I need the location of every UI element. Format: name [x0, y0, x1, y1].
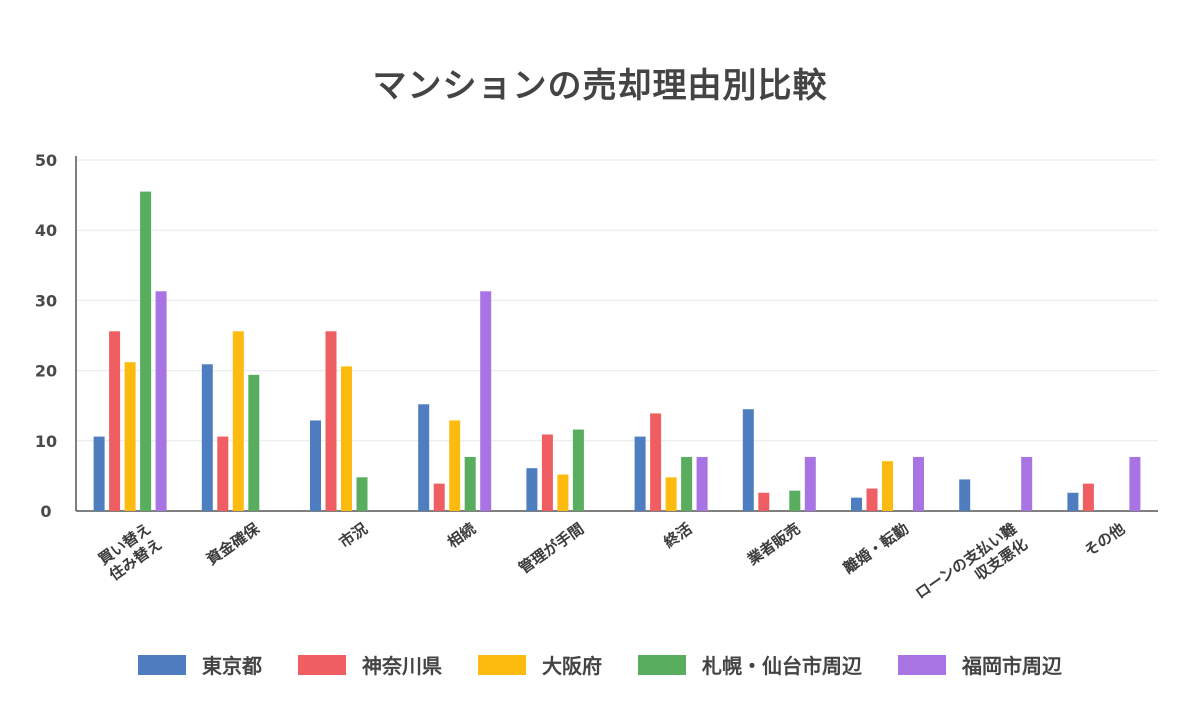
x-tick-label-line: 市況 [336, 520, 371, 552]
bar [758, 492, 770, 511]
bar [356, 477, 368, 511]
bar [1082, 483, 1094, 511]
bar [804, 456, 816, 511]
x-tick-label-line: 相続 [444, 520, 479, 552]
legend-label: 東京都 [202, 654, 262, 678]
bar [93, 436, 105, 511]
x-tick-label-line: 管理が手間 [515, 520, 587, 578]
x-tick-label: ローンの支払い難収支悪化 [912, 520, 1031, 619]
y-tick-label: 10 [35, 432, 57, 451]
bar [851, 497, 862, 511]
bar [541, 434, 553, 511]
legend-item: 大阪府 [478, 650, 602, 679]
x-tick-label-line: 業者販売 [743, 520, 803, 570]
bar [341, 366, 352, 511]
legend-swatch [478, 654, 526, 675]
bar [310, 420, 321, 511]
y-tick-label: 50 [35, 151, 57, 170]
bar [665, 477, 677, 511]
x-tick-label: 相続 [444, 520, 479, 552]
bar [248, 374, 260, 511]
bar [1129, 456, 1141, 511]
bar [959, 479, 971, 511]
legend-swatch [898, 654, 946, 675]
bar [109, 331, 121, 511]
bar [124, 362, 136, 511]
legend-label: 大阪府 [542, 654, 602, 678]
bar [201, 364, 213, 511]
x-tick-label: 買い替え住み替え [95, 520, 165, 585]
bar [140, 191, 152, 511]
y-tick-label: 0 [40, 502, 51, 521]
x-tick-label: 離婚・転勤 [840, 520, 912, 578]
bar [433, 483, 445, 511]
bar [634, 436, 646, 511]
bar [650, 413, 662, 511]
bar [882, 461, 893, 511]
x-tick-label-line: 離婚・転勤 [840, 520, 912, 578]
bar [325, 331, 337, 511]
bar [866, 488, 878, 511]
bar [789, 490, 801, 511]
bar [232, 331, 244, 511]
bar [557, 474, 569, 511]
x-tick-label: その他 [1081, 520, 1128, 561]
bar [526, 468, 538, 511]
x-tick-label: 市況 [336, 520, 371, 552]
legend-item: 東京都 [138, 650, 262, 679]
y-tick-label: 40 [35, 221, 57, 240]
chart-title: マンションの売却理由別比較 [372, 66, 828, 106]
y-tick-label: 20 [35, 362, 57, 381]
bar [217, 436, 229, 511]
bar [449, 420, 461, 511]
bar [1021, 456, 1033, 511]
x-tick-label: 業者販売 [743, 520, 803, 570]
y-tick-label: 30 [35, 291, 57, 310]
x-tick-label: 管理が手間 [515, 520, 587, 578]
x-tick-label-line: 資金確保 [203, 519, 263, 569]
legend-swatch [138, 654, 186, 675]
bar [696, 456, 708, 511]
bar [464, 456, 476, 511]
bar [480, 291, 492, 511]
bar [742, 409, 754, 511]
legend-label: 神奈川県 [362, 654, 442, 678]
legend-item: 福岡市周辺 [898, 650, 1062, 679]
bar [155, 291, 167, 511]
legend-item: 神奈川県 [298, 650, 442, 679]
x-tick-label-line: 終活 [660, 520, 695, 552]
chart-legend: 東京都 神奈川県 大阪府 札幌・仙台市周辺 福岡市周辺 [0, 650, 1200, 679]
bar [572, 429, 584, 511]
bar [681, 456, 693, 511]
legend-item: 札幌・仙台市周辺 [638, 650, 862, 679]
legend-swatch [638, 654, 686, 675]
legend-swatch [298, 654, 346, 675]
bar [418, 404, 430, 511]
x-tick-label: 資金確保 [203, 519, 263, 569]
x-tick-label: 終活 [660, 520, 695, 552]
bar [913, 456, 924, 511]
bar [1067, 492, 1079, 511]
legend-label: 札幌・仙台市周辺 [702, 654, 862, 678]
x-tick-label-line: その他 [1081, 520, 1128, 561]
legend-label: 福岡市周辺 [962, 654, 1062, 678]
